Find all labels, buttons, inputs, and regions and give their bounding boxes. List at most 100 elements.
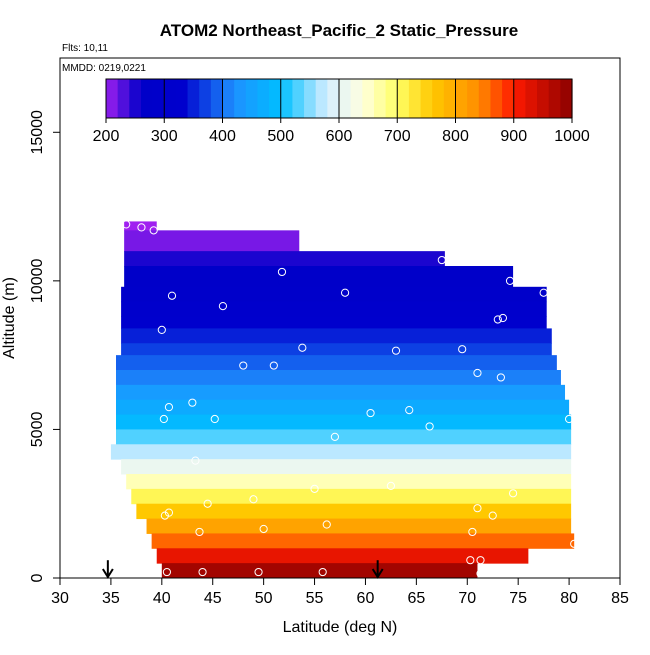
curtain-cell bbox=[116, 370, 561, 386]
curtain-cell bbox=[121, 286, 547, 303]
sample-point bbox=[437, 255, 446, 265]
sample-point bbox=[164, 508, 174, 517]
curtain-cell bbox=[146, 518, 572, 534]
sample-point bbox=[198, 567, 207, 577]
colorbar-ticks: 200 300 400 500 600 700 800 900 1000 bbox=[93, 79, 590, 145]
colorbar-segment bbox=[560, 79, 573, 118]
colorbar-segment bbox=[187, 79, 200, 118]
sample-point bbox=[473, 368, 482, 378]
y-axis-label: Altitude (m) bbox=[1, 277, 18, 359]
sample-point bbox=[160, 511, 169, 520]
sample-point bbox=[468, 527, 477, 537]
curtain-cell bbox=[124, 251, 445, 267]
curtain-cell bbox=[110, 444, 572, 460]
colorbar-segment bbox=[315, 79, 328, 118]
colorbar-segment bbox=[362, 79, 375, 118]
sample-point bbox=[493, 315, 502, 324]
colorbar-segment bbox=[140, 79, 154, 118]
colorbar-segment bbox=[269, 79, 282, 118]
sample-point bbox=[425, 422, 434, 431]
colorbar-segment bbox=[257, 79, 270, 118]
curtain-cell bbox=[121, 328, 552, 344]
curtain-layer bbox=[110, 221, 575, 579]
sample-point bbox=[137, 223, 146, 232]
sample-point bbox=[269, 361, 278, 370]
sample-point bbox=[564, 414, 574, 424]
colorbar-segment bbox=[210, 79, 224, 118]
sample-point bbox=[405, 406, 414, 415]
sample-point bbox=[159, 414, 168, 424]
sample-point bbox=[505, 276, 515, 285]
sample-point bbox=[391, 346, 401, 355]
curtain-cell bbox=[124, 221, 157, 231]
curtain-cell bbox=[116, 399, 570, 416]
curtain-cell bbox=[121, 343, 552, 356]
sample-point bbox=[330, 432, 340, 441]
sample-point bbox=[157, 325, 166, 334]
x-axis-label: Latitude (deg N) bbox=[283, 619, 398, 636]
colorbar-segment bbox=[339, 79, 352, 118]
sample-point bbox=[188, 398, 197, 407]
colorbar-segment bbox=[117, 79, 130, 118]
curtain-cell bbox=[151, 533, 575, 549]
colorbar-tick-label: 400 bbox=[209, 128, 236, 145]
arrows-layer bbox=[102, 560, 384, 579]
colorbar-segment bbox=[537, 79, 550, 118]
sample-point bbox=[254, 567, 263, 577]
x-tick-label: 85 bbox=[611, 590, 629, 607]
x-tick-label: 80 bbox=[560, 590, 578, 607]
sample-point bbox=[239, 361, 248, 370]
colorbar-segment bbox=[304, 79, 317, 118]
colorbar-segment bbox=[199, 79, 212, 118]
colorbar-tick-label: 300 bbox=[151, 128, 178, 145]
colorbar-tick-label: 800 bbox=[442, 128, 469, 145]
colorbar-segment bbox=[152, 79, 165, 118]
sample-point bbox=[322, 520, 331, 529]
sample-point bbox=[498, 313, 508, 323]
sample-point bbox=[162, 567, 172, 577]
curtain-cell bbox=[124, 266, 514, 288]
colorbar-segment bbox=[327, 79, 340, 118]
arrow-head bbox=[371, 568, 384, 579]
sample-point bbox=[496, 373, 505, 382]
x-axis: 30 35 40 45 50 55 60 65 70 75 80 85 bbox=[51, 578, 629, 607]
x-tick-label: 35 bbox=[102, 590, 120, 607]
colorbar-segment bbox=[467, 79, 480, 118]
colorbar-segment bbox=[502, 79, 515, 118]
curtain-cell bbox=[124, 230, 300, 252]
sample-point bbox=[195, 527, 204, 537]
colorbar-tick-label: 900 bbox=[500, 128, 527, 145]
curtain-cell bbox=[116, 429, 572, 445]
colorbar-segment bbox=[106, 79, 119, 118]
sample-point bbox=[539, 288, 548, 297]
x-tick-label: 30 bbox=[51, 590, 69, 607]
curtain-cell bbox=[121, 301, 547, 318]
x-tick-label: 70 bbox=[458, 590, 476, 607]
x-tick-label: 75 bbox=[509, 590, 527, 607]
curtain-cell bbox=[116, 414, 572, 430]
curtain-cell bbox=[131, 488, 572, 505]
x-tick-label: 50 bbox=[255, 590, 273, 607]
colorbar-tick-label: 700 bbox=[384, 128, 411, 145]
y-tick-label: 10000 bbox=[29, 259, 46, 304]
flights-label: Flts: 10,11 bbox=[62, 43, 108, 54]
curtain-cell bbox=[121, 316, 547, 329]
sample-point bbox=[218, 302, 228, 311]
colorbar-segment bbox=[350, 79, 363, 118]
y-axis: 0 5000 10000 15000 bbox=[29, 110, 60, 582]
sample-point bbox=[318, 567, 327, 577]
colorbar-segment bbox=[129, 79, 142, 118]
colorbar-segment bbox=[397, 79, 410, 118]
plot-frame bbox=[59, 57, 621, 579]
sample-point bbox=[259, 524, 268, 534]
colorbar-tick-label: 1000 bbox=[554, 128, 590, 145]
colorbar-segment bbox=[175, 79, 189, 118]
colorbar-tick-label: 500 bbox=[267, 128, 294, 145]
curtain-cell bbox=[126, 474, 572, 490]
curtain-cell bbox=[156, 548, 529, 564]
colorbar-segment bbox=[234, 79, 247, 118]
sample-points-layer bbox=[122, 220, 579, 578]
sample-point bbox=[473, 504, 482, 513]
